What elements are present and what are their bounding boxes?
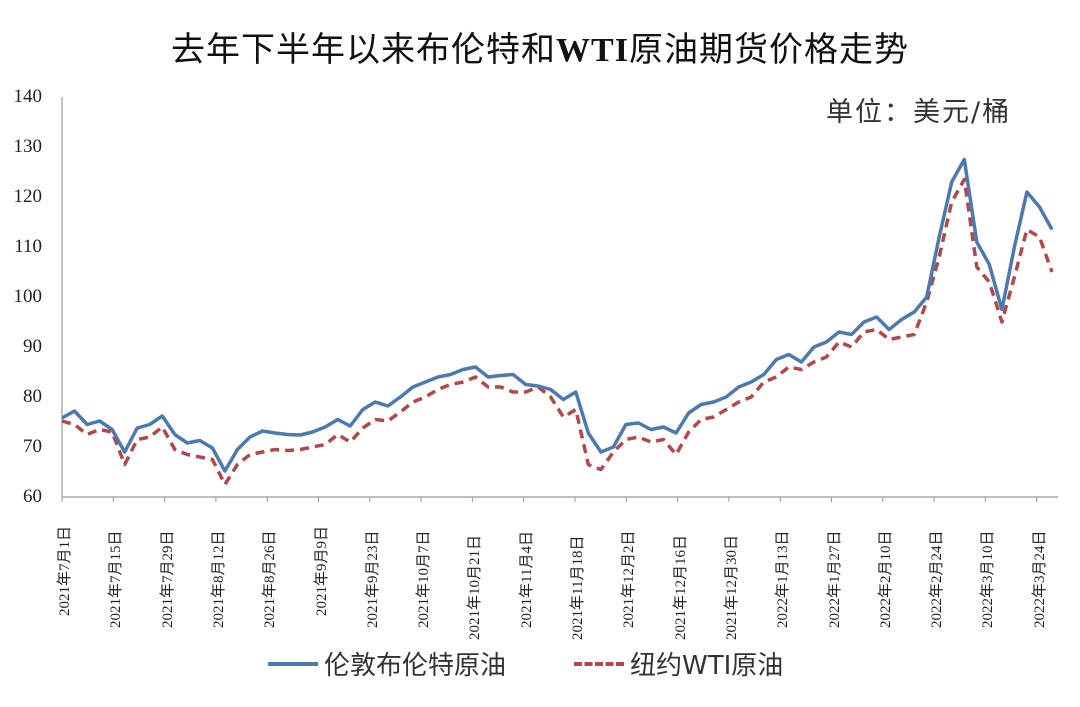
legend-item-wti: 纽约WTI原油 — [574, 645, 783, 682]
y-tick-label: 110 — [14, 236, 42, 257]
y-tick-label: 90 — [23, 336, 42, 357]
y-tick-label: 140 — [13, 86, 43, 107]
solid-line-swatch-icon — [268, 661, 318, 666]
x-tick-label: 2021年11月4日 — [518, 531, 535, 628]
brent-line — [61, 157, 1054, 473]
x-tick-label: 2021年10月21日 — [467, 534, 484, 640]
x-tick-label: 2021年12月16日 — [672, 534, 689, 640]
legend-item-brent: 伦敦布伦特原油 — [268, 645, 506, 682]
x-tick-label: 2022年1月27日 — [826, 530, 843, 628]
y-tick-label: 80 — [23, 386, 42, 407]
x-tick-label: 2021年9月9日 — [313, 525, 330, 616]
y-tick-label: 130 — [13, 136, 43, 157]
title-text-bold: WTI — [556, 32, 629, 69]
x-tick-label: 2021年7月1日 — [57, 525, 73, 616]
x-tick-label: 2022年2月24日 — [929, 530, 946, 628]
x-tick-label: 2021年7月15日 — [108, 530, 125, 628]
x-tick-label: 2021年7月29日 — [159, 530, 176, 628]
legend-label-wti: 纽约WTI原油 — [630, 651, 784, 681]
wti-line — [61, 177, 1054, 487]
y-tick-label: 120 — [13, 186, 43, 207]
chart-title: 去年下半年以来布伦特和WTI原油期货价格走势 — [0, 22, 1080, 71]
x-tick-label: 2021年8月26日 — [262, 530, 279, 628]
y-tick-label: 60 — [23, 486, 42, 507]
title-text-2: 原油期货价格走势 — [628, 30, 909, 70]
x-tick-label: 2021年10月7日 — [416, 530, 433, 628]
y-tick-label: 100 — [13, 286, 43, 307]
x-tick-label: 2021年12月30日 — [723, 534, 740, 640]
legend-label-brent: 伦敦布伦特原油 — [324, 651, 507, 681]
unit-label: 单位：美元/桶 — [826, 97, 1012, 128]
x-tick-label: 2021年8月12日 — [210, 530, 227, 628]
legend: 伦敦布伦特原油 纽约WTI原油 — [268, 645, 851, 682]
x-tick-label: 2022年3月24日 — [1031, 530, 1048, 628]
axes — [61, 97, 1058, 502]
x-tick-label: 2021年11月18日 — [570, 535, 586, 640]
x-tick-label: 2021年9月23日 — [364, 530, 381, 628]
x-tick-label: 2021年12月2日 — [621, 530, 638, 628]
x-tick-label: 2022年3月10日 — [980, 530, 997, 628]
x-tick-label: 2022年2月10日 — [877, 530, 894, 628]
title-text-1: 去年下半年以来布伦特和 — [171, 30, 557, 70]
y-tick-label: 70 — [23, 436, 42, 457]
x-tick-label: 2022年1月13日 — [775, 530, 792, 628]
dashed-line-swatch-icon — [574, 661, 625, 666]
